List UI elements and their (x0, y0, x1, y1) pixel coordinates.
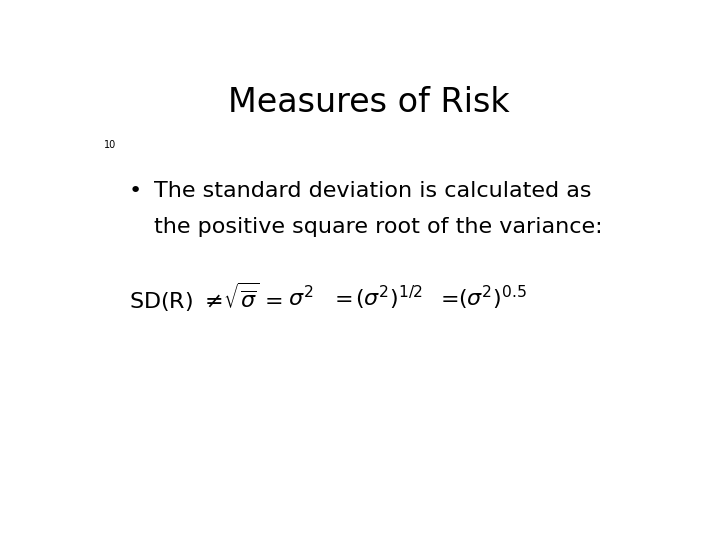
Text: the positive square root of the variance:: the positive square root of the variance… (154, 217, 603, 237)
Text: The standard deviation is calculated as: The standard deviation is calculated as (154, 181, 592, 201)
Text: $=$: $=$ (330, 288, 353, 308)
Text: $(\sigma^2)^{1/2}$: $(\sigma^2)^{1/2}$ (355, 284, 423, 312)
Text: •: • (129, 181, 143, 201)
Text: Measures of Risk: Measures of Risk (228, 85, 510, 119)
Text: $(\sigma^2)^{0.5}$: $(\sigma^2)^{0.5}$ (459, 284, 527, 312)
Text: SD(R) $\neq\!\sqrt{\overline{\sigma}}$ =: SD(R) $\neq\!\sqrt{\overline{\sigma}}$ = (129, 281, 282, 314)
Text: $\sigma^2$: $\sigma^2$ (288, 285, 313, 310)
Text: 10: 10 (104, 140, 116, 150)
Text: $=$: $=$ (436, 288, 459, 308)
